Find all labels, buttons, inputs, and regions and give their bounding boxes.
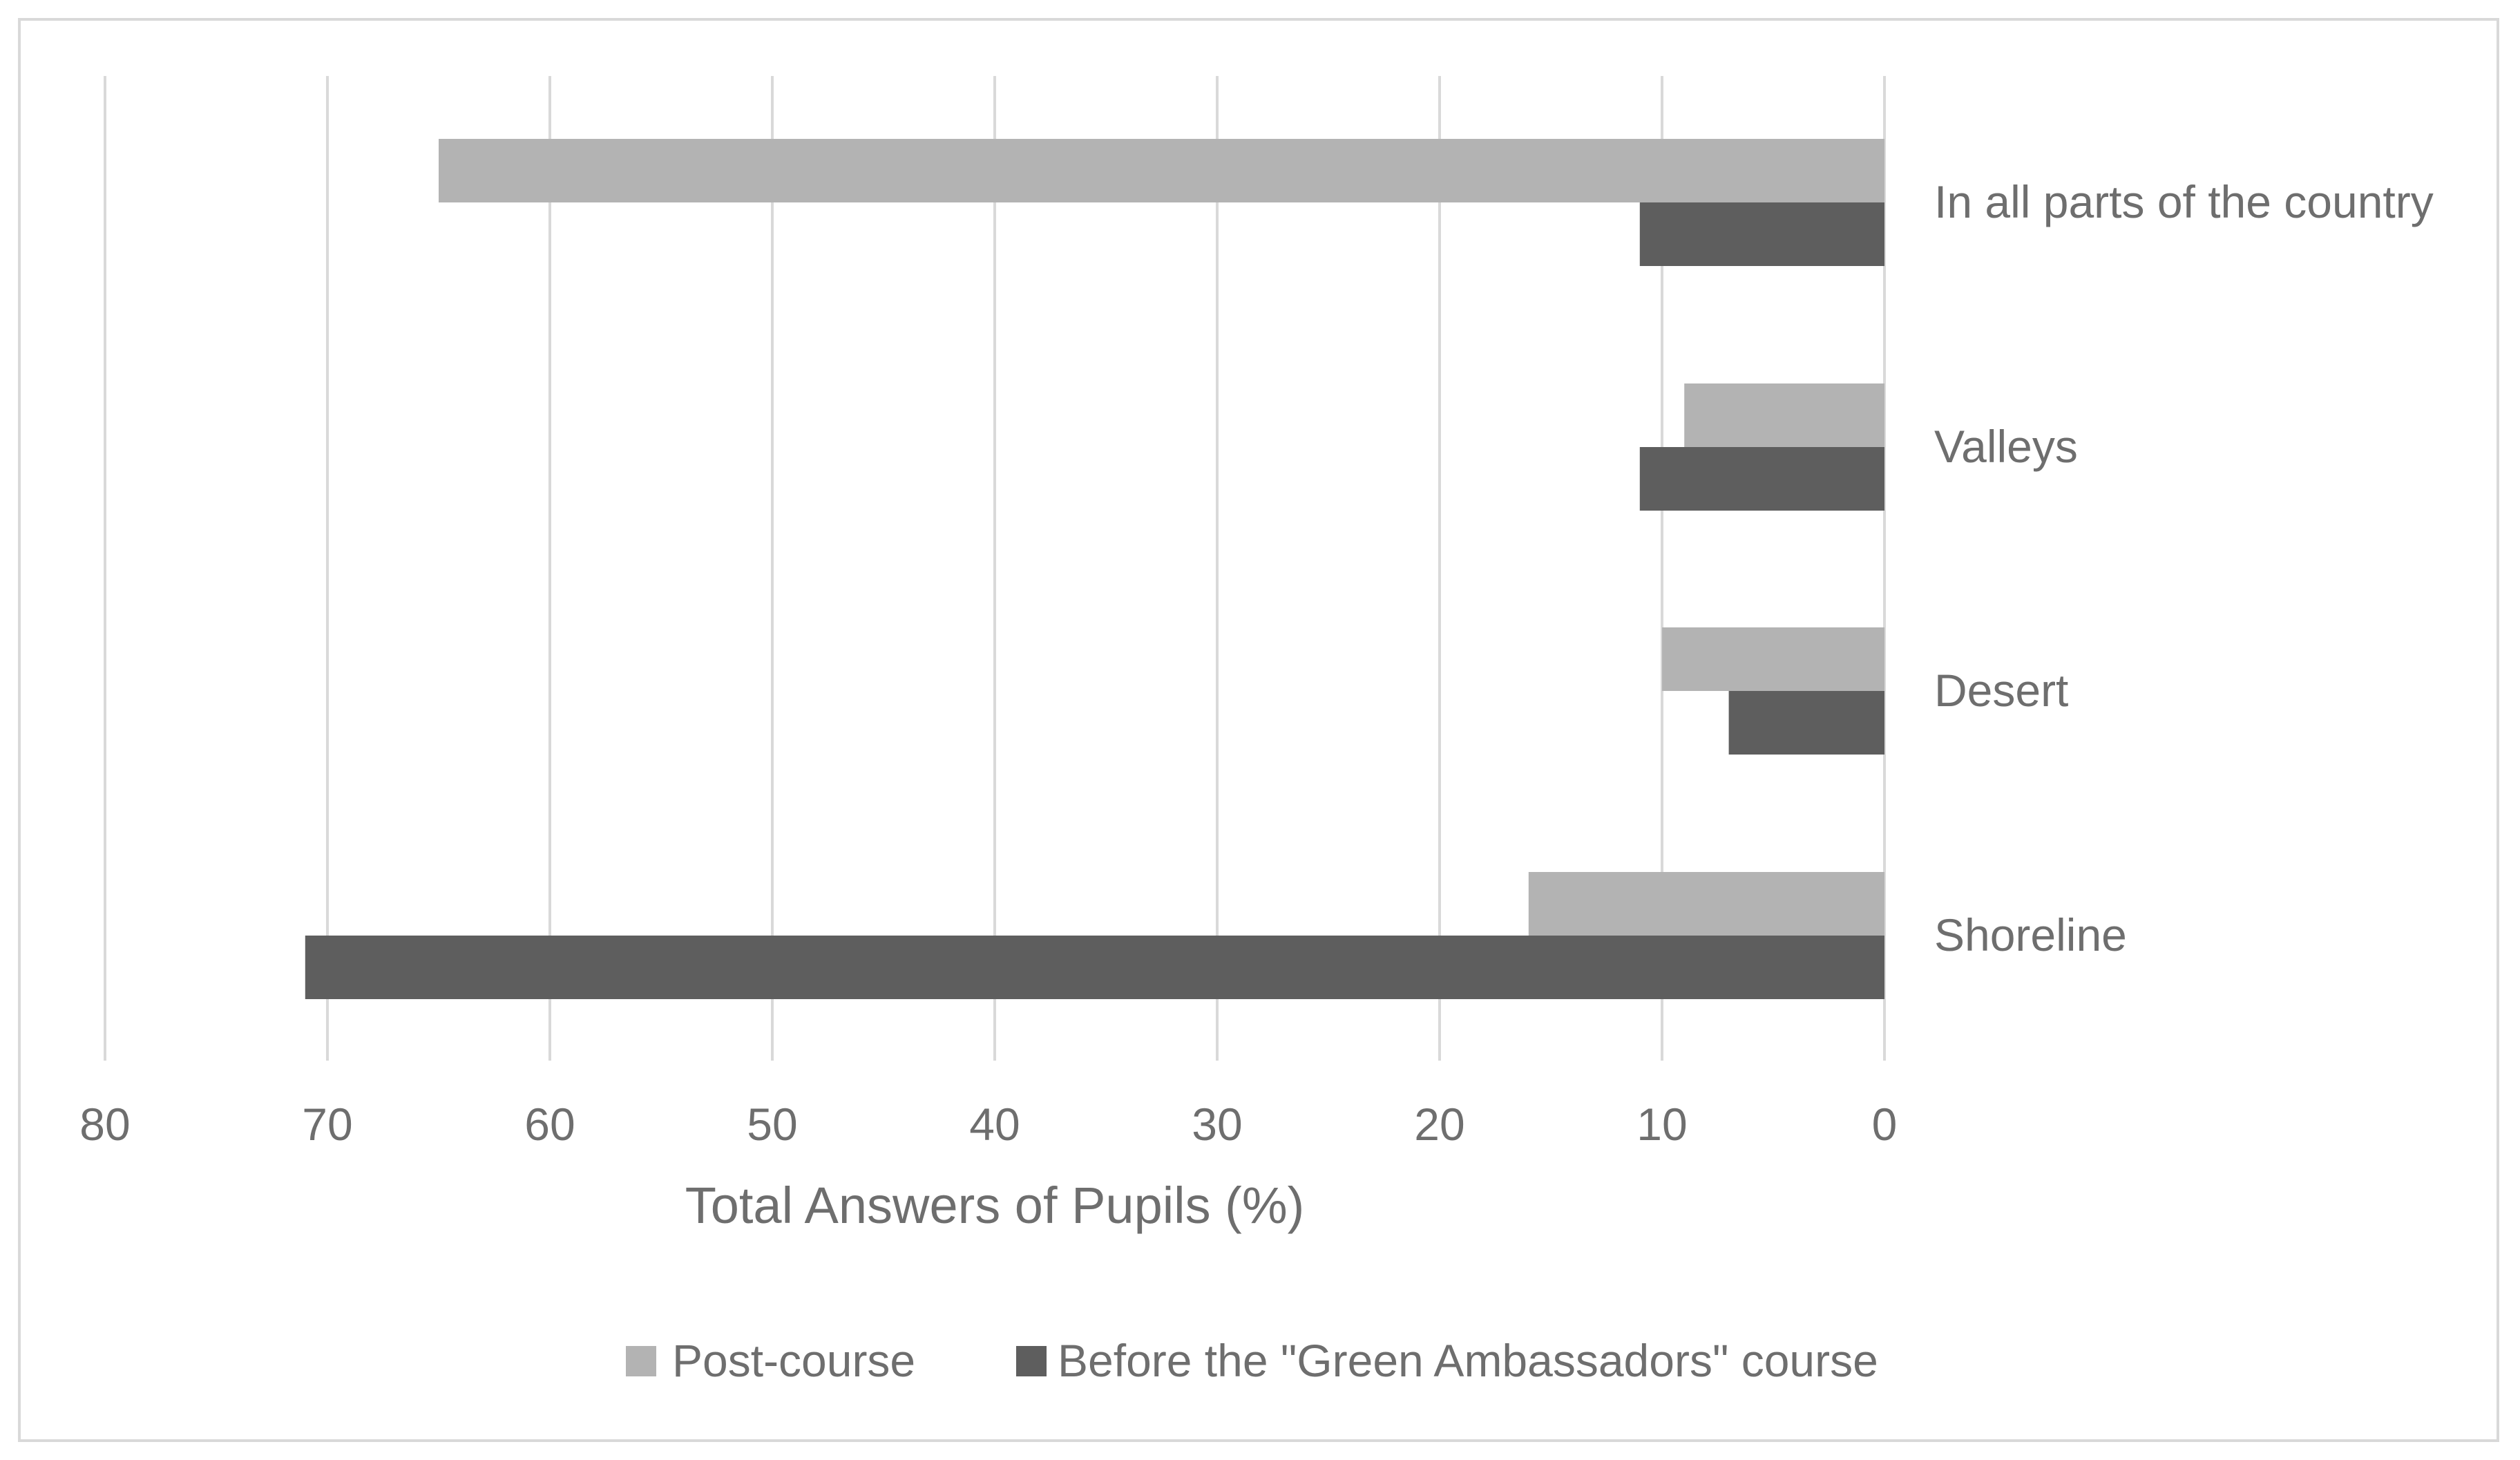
category-label-3: Shoreline [1934, 909, 2127, 960]
bar-post-course-3 [1528, 872, 1884, 936]
x-tick-label-40: 40 [969, 1099, 1020, 1150]
bar-before-course-1 [1639, 447, 1884, 511]
legend-swatch-post-course [626, 1346, 656, 1376]
x-tick-label-50: 50 [747, 1099, 797, 1150]
bar-post-course-1 [1684, 383, 1884, 447]
category-label-1: Valleys [1934, 421, 2078, 472]
category-labels: In all parts of the country Valleys Desert… [1934, 176, 2434, 960]
x-tick-labels: 80 70 60 50 40 30 20 10 0 [79, 1099, 1897, 1150]
chart-frame [18, 18, 2499, 1442]
legend-label-before-course: Before the "Green Ambassadors" course [1058, 1335, 1878, 1386]
bar-post-course-0 [439, 139, 1884, 202]
category-label-2: Desert [1934, 665, 2068, 716]
x-tick-label-60: 60 [524, 1099, 575, 1150]
legend: Post-course Before the "Green Ambassador… [626, 1335, 1878, 1386]
x-tick-label-20: 20 [1414, 1099, 1464, 1150]
bar-before-course-3 [305, 936, 1884, 999]
bar-post-course-2 [1662, 627, 1884, 691]
category-label-0: In all parts of the country [1934, 176, 2434, 227]
bar-before-course-2 [1728, 691, 1884, 755]
legend-swatch-before-course [1016, 1346, 1047, 1376]
x-tick-label-30: 30 [1192, 1099, 1242, 1150]
x-tick-label-70: 70 [302, 1099, 352, 1150]
x-tick-label-10: 10 [1636, 1099, 1687, 1150]
bar-before-course-0 [1639, 202, 1884, 266]
bars [305, 139, 1884, 999]
x-axis-title: Total Answers of Pupils (%) [685, 1177, 1305, 1234]
legend-label-post-course: Post-course [672, 1335, 915, 1386]
x-tick-label-80: 80 [79, 1099, 130, 1150]
x-tick-label-0: 0 [1872, 1099, 1898, 1150]
